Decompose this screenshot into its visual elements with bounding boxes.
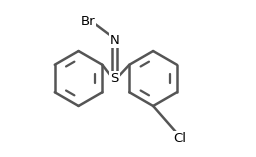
Text: S: S [111, 72, 119, 85]
Text: Cl: Cl [173, 133, 186, 145]
Text: Br: Br [81, 15, 95, 28]
Text: N: N [110, 34, 120, 46]
